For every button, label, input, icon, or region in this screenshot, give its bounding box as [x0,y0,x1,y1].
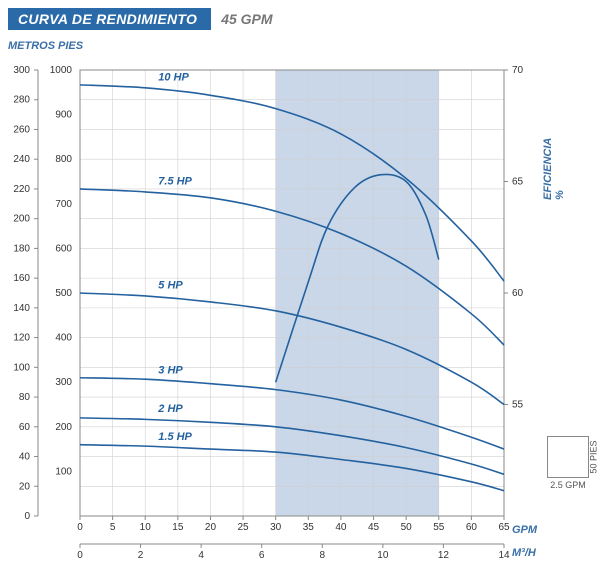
tick-eff: 60 [512,288,524,299]
tick-pies: 700 [55,199,72,210]
tick-m3h: 2 [138,550,144,561]
tick-metros: 20 [19,481,31,492]
tick-m3h: 14 [498,550,510,561]
tick-metros: 100 [13,362,30,373]
tick-eff: 70 [512,65,524,76]
tick-metros: 80 [19,392,31,403]
tick-gpm: 25 [238,522,250,533]
tick-m3h: 0 [77,550,83,561]
tick-metros: 120 [13,333,30,344]
tick-pies: 600 [55,243,72,254]
tick-metros: 180 [13,243,30,254]
tick-m3h: 10 [377,550,389,561]
tick-metros: 300 [13,65,30,76]
page: CURVA DE RENDIMIENTO 45 GPM METROS PIES … [0,0,600,585]
tick-pies: 400 [55,333,72,344]
tick-pies: 900 [55,110,72,121]
tick-gpm: 55 [433,522,445,533]
tick-metros: 280 [13,95,30,106]
tick-gpm: 45 [368,522,380,533]
series-label: 7.5 HP [158,175,192,187]
tick-gpm: 50 [401,522,413,533]
tick-metros: 220 [13,184,30,195]
tick-pies: 300 [55,377,72,388]
tick-gpm: 5 [110,522,116,533]
tick-pies: 500 [55,288,72,299]
tick-m3h: 12 [438,550,450,561]
series-label: 10 HP [158,71,189,83]
tick-pies: 1000 [50,65,73,76]
tick-metros: 140 [13,303,30,314]
tick-m3h: 6 [259,550,265,561]
tick-metros: 260 [13,124,30,135]
legend-bottom: 2.5 GPM [548,480,588,490]
series-label: 1.5 HP [158,431,192,443]
tick-gpm: 20 [205,522,217,533]
tick-metros: 60 [19,422,31,433]
tick-metros: 240 [13,154,30,165]
tick-eff: 65 [512,177,524,188]
tick-gpm: 10 [140,522,152,533]
tick-pies: 100 [55,466,72,477]
tick-metros: 40 [19,452,31,463]
tick-gpm: 40 [335,522,347,533]
tick-gpm: 35 [303,522,315,533]
tick-eff: 55 [512,400,524,411]
tick-gpm: 15 [172,522,184,533]
chart-svg: 0510152025303540455055606502468101214020… [0,0,600,585]
series-label: 3 HP [158,364,183,376]
tick-m3h: 8 [320,550,326,561]
tick-gpm: 60 [466,522,478,533]
tick-metros: 160 [13,273,30,284]
legend-box: 2.5 GPM 50 PIES [547,436,589,478]
series-label: 2 HP [157,403,183,415]
tick-pies: 200 [55,422,72,433]
legend-side: 50 PIES [588,440,598,473]
tick-pies: 800 [55,154,72,165]
series-label: 5 HP [158,280,183,292]
tick-gpm: 65 [498,522,510,533]
tick-metros: 200 [13,214,30,225]
tick-gpm: 30 [270,522,282,533]
tick-gpm: 0 [77,522,83,533]
tick-m3h: 4 [198,550,204,561]
tick-metros: 0 [24,511,30,522]
